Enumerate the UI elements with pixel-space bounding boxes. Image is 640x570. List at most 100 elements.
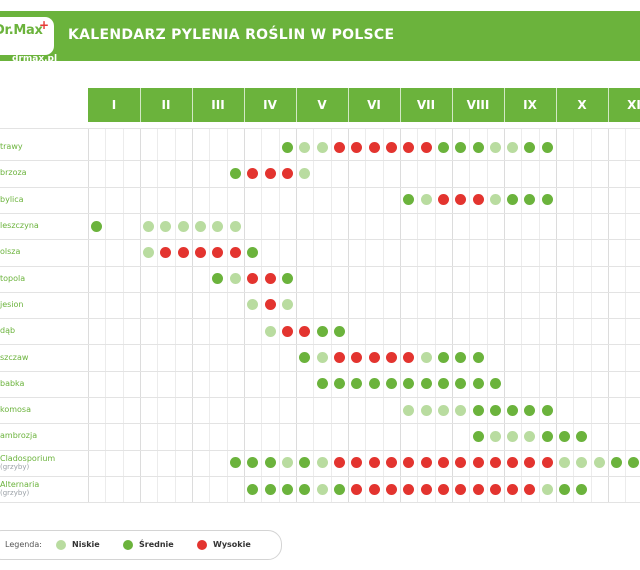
pollen-dot-high	[473, 457, 484, 468]
pollen-dot-medium	[317, 326, 328, 337]
pollen-dot-medium	[507, 194, 518, 205]
plant-label: dąb	[0, 326, 15, 335]
grid-column-line	[521, 128, 522, 503]
drmax-logo[interactable]: Dr.Max +	[0, 17, 54, 55]
grid-column-line	[573, 128, 574, 503]
pollen-dot-medium	[473, 431, 484, 442]
plant-name: szczaw	[0, 353, 29, 362]
pollen-dot-high	[507, 484, 518, 495]
grid-column-line	[175, 128, 176, 503]
month-label-I: I	[111, 98, 117, 112]
pollen-dot-high	[386, 352, 397, 363]
pollen-dot-low	[212, 221, 223, 232]
pollen-dot-high	[265, 168, 276, 179]
plant-name: jesion	[0, 300, 24, 309]
pollen-dot-medium	[299, 457, 310, 468]
pollen-dot-low	[438, 405, 449, 416]
pollen-dot-low	[143, 247, 154, 258]
pollen-dot-medium	[490, 405, 501, 416]
pollen-dot-medium	[369, 378, 380, 389]
plant-label: leszczyna	[0, 221, 39, 230]
pollen-dot-high	[421, 484, 432, 495]
grid-column-line	[435, 128, 436, 503]
pollen-dot-medium	[282, 273, 293, 284]
month-header: I II III IV V VI VII VIII IX X XI	[88, 88, 640, 122]
row-divider	[0, 344, 640, 345]
plant-name: babka	[0, 379, 25, 388]
row-divider	[0, 371, 640, 372]
grid-column-line	[591, 128, 592, 503]
pollen-dot-high	[473, 484, 484, 495]
pollen-dot-high	[455, 457, 466, 468]
month-label-III: III	[211, 98, 225, 112]
grid-column-line	[365, 128, 366, 503]
pollen-dot-medium	[524, 142, 535, 153]
plant-name: Alternaria	[0, 480, 40, 489]
row-divider	[0, 423, 640, 424]
pollen-dot-low	[490, 194, 501, 205]
plant-label: trawy	[0, 142, 23, 151]
pollen-dot-high	[265, 273, 276, 284]
plus-icon: +	[39, 18, 50, 32]
pollen-dot-medium	[542, 142, 553, 153]
month-label-VI: VI	[367, 98, 381, 112]
legend: Legenda: Niskie Średnie Wysokie	[0, 530, 282, 560]
plant-name: olsza	[0, 247, 21, 256]
pollen-dot-high	[351, 352, 362, 363]
pollen-dot-high	[369, 352, 380, 363]
pollen-dot-medium	[542, 405, 553, 416]
plant-label: ambrozja	[0, 431, 37, 440]
pollen-dot-medium	[438, 352, 449, 363]
pollen-dot-medium	[334, 326, 345, 337]
pollen-dot-high	[490, 457, 501, 468]
row-divider	[0, 502, 640, 503]
grid-column-line	[625, 128, 626, 503]
pollen-dot-low	[299, 142, 310, 153]
row-divider	[0, 476, 640, 477]
plant-label: babka	[0, 379, 24, 388]
pollen-dot-high	[438, 194, 449, 205]
grid-column-line	[331, 128, 332, 503]
pollen-dot-medium	[317, 378, 328, 389]
pollen-dot-low	[247, 299, 258, 310]
row-divider	[0, 397, 640, 398]
pollen-dot-high	[386, 142, 397, 153]
pollen-dot-medium	[265, 457, 276, 468]
grid-column-line	[244, 128, 245, 503]
month-separator	[140, 88, 141, 122]
pollen-dot-high	[403, 457, 414, 468]
pollen-dot-low	[507, 142, 518, 153]
month-label-VIII: VIII	[466, 98, 490, 112]
grid-column-line	[348, 128, 349, 503]
pollen-dot-medium	[247, 484, 258, 495]
pollen-dot-medium	[628, 457, 639, 468]
pollen-dot-low	[178, 221, 189, 232]
plant-label: brzoza	[0, 168, 27, 177]
pollen-dot-high	[403, 484, 414, 495]
month-label-XI: XI	[627, 98, 640, 112]
plant-label: Cladosporium (grzyby)	[0, 454, 55, 471]
pollen-dot-high	[403, 142, 414, 153]
month-label-IV: IV	[263, 98, 277, 112]
month-separator	[400, 88, 401, 122]
pollen-dot-medium	[473, 352, 484, 363]
pollen-dot-high	[369, 142, 380, 153]
row-divider	[0, 318, 640, 319]
month-separator	[504, 88, 505, 122]
pollen-dot-low	[542, 484, 553, 495]
pollen-dot-high	[455, 484, 466, 495]
grid-column-line	[279, 128, 280, 503]
plant-label: jesion	[0, 300, 24, 309]
grid-column-line	[105, 128, 106, 503]
row-divider	[0, 160, 640, 161]
pollen-dot-high	[421, 457, 432, 468]
pollen-dot-low	[421, 405, 432, 416]
grid-top-border	[0, 128, 640, 129]
pollen-dot-medium	[299, 484, 310, 495]
month-separator	[348, 88, 349, 122]
plant-label: topola	[0, 274, 25, 283]
pollen-dot-medium	[473, 405, 484, 416]
pollen-dot-low	[299, 168, 310, 179]
grid-column-line	[417, 128, 418, 503]
pollen-dot-low	[160, 221, 171, 232]
